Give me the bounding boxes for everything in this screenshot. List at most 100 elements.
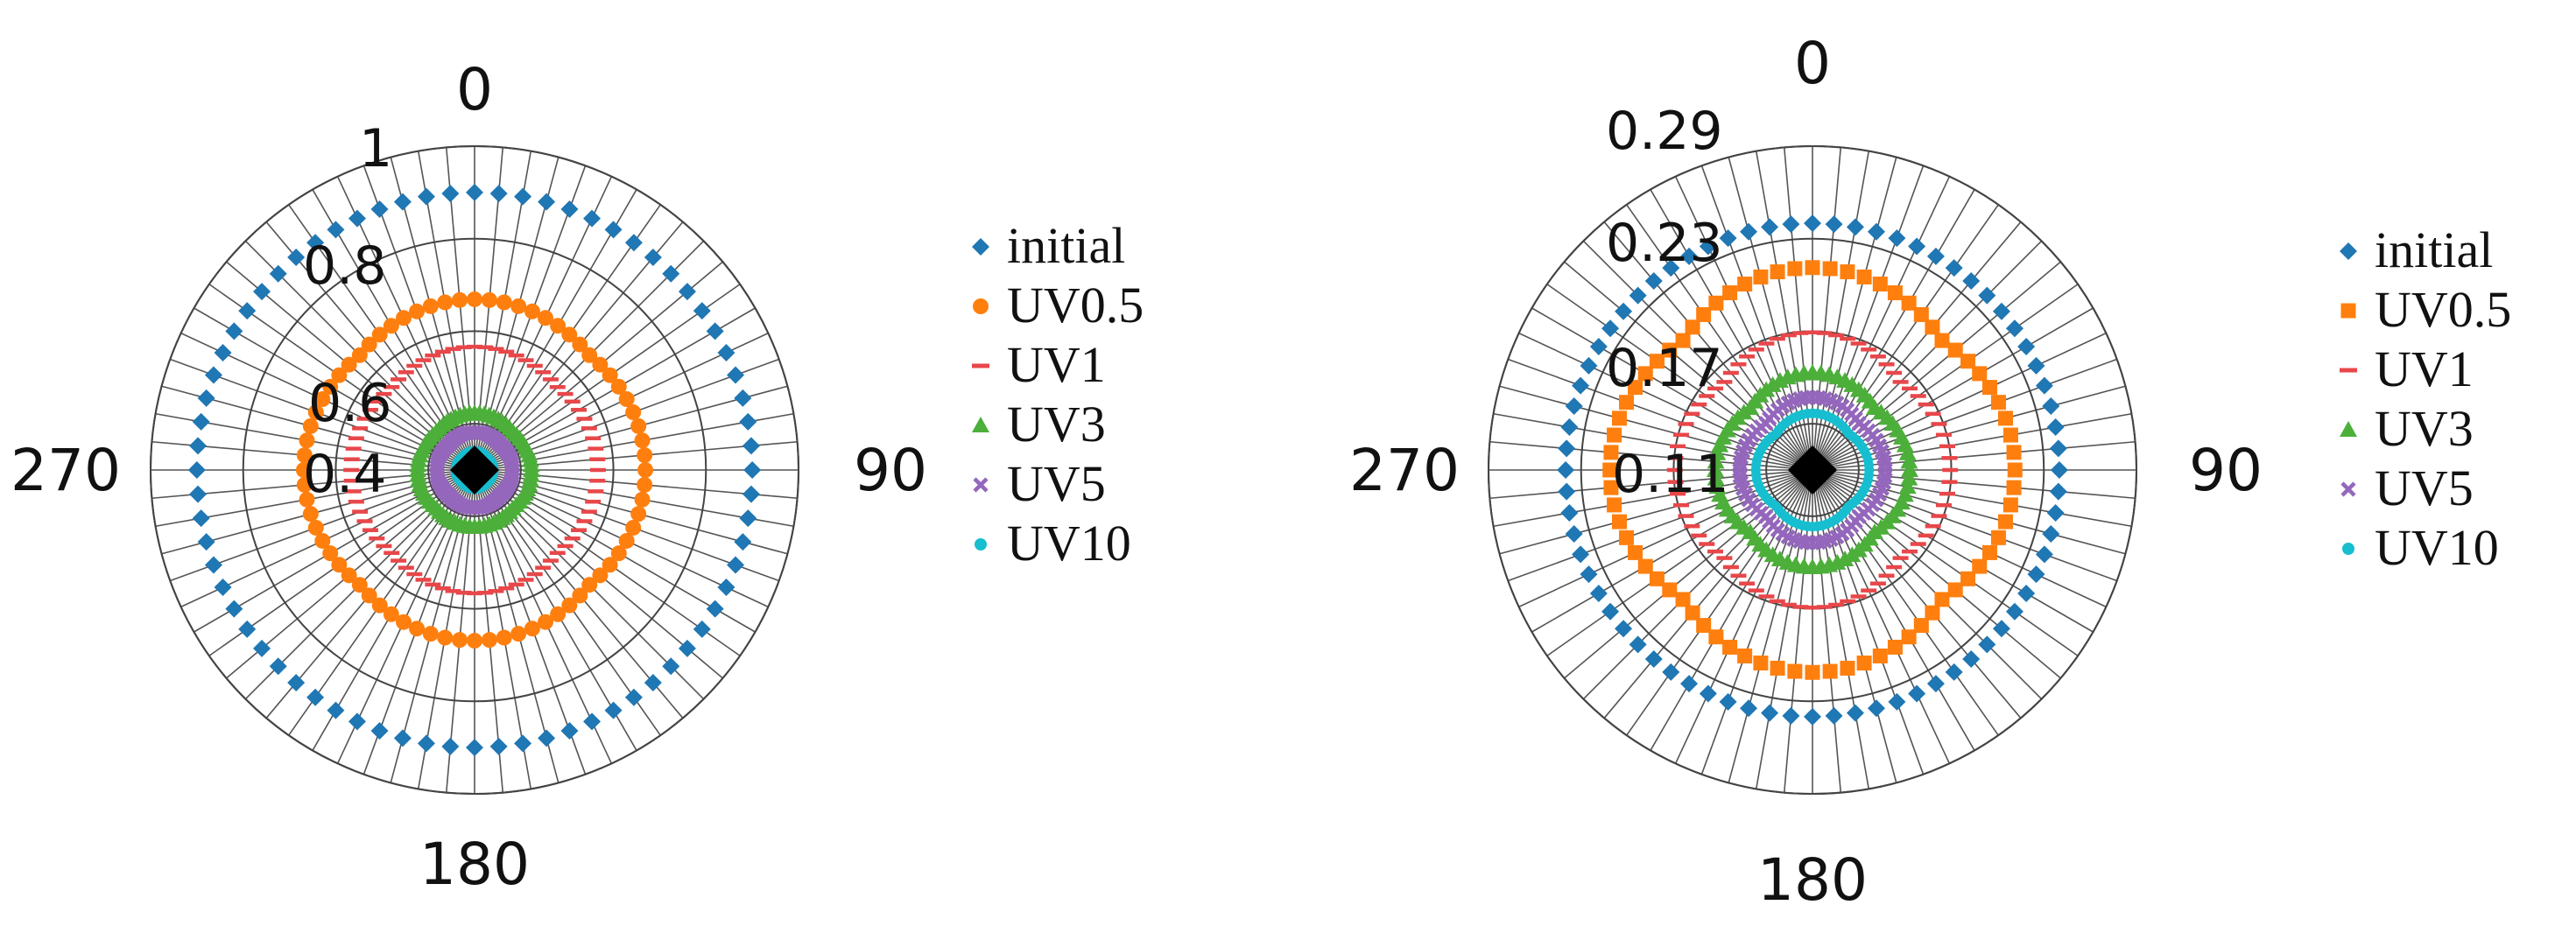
data-point bbox=[204, 366, 222, 384]
data-point bbox=[549, 385, 566, 389]
data-point bbox=[1758, 341, 1775, 346]
legend-entry-label: UV3 bbox=[2375, 400, 2474, 457]
data-point bbox=[1935, 502, 1952, 508]
data-point bbox=[1910, 394, 1926, 398]
data-point bbox=[1840, 264, 1855, 280]
data-point bbox=[739, 509, 757, 528]
radial-ring bbox=[334, 330, 615, 610]
data-point bbox=[341, 567, 357, 584]
data-point bbox=[1619, 395, 1635, 410]
data-point bbox=[1990, 395, 2006, 410]
data-point bbox=[1572, 376, 1590, 395]
data-point bbox=[1680, 675, 1699, 693]
data-point bbox=[345, 489, 362, 494]
data-point bbox=[398, 370, 414, 375]
data-point bbox=[1825, 215, 1843, 234]
data-point bbox=[1992, 620, 2010, 638]
data-point bbox=[1981, 380, 1997, 396]
data-point bbox=[467, 633, 482, 649]
data-point bbox=[1846, 704, 1864, 722]
data-point bbox=[1840, 660, 1855, 676]
data-point bbox=[1763, 375, 1782, 392]
data-point bbox=[1722, 285, 1738, 301]
data-point bbox=[1828, 602, 1845, 607]
data-point bbox=[583, 712, 602, 731]
spoke-line bbox=[1728, 469, 1813, 783]
data-point bbox=[489, 185, 508, 203]
data-point bbox=[1748, 347, 1764, 352]
data-point bbox=[510, 626, 527, 642]
data-point bbox=[1962, 649, 1981, 668]
data-point bbox=[352, 426, 369, 431]
data-point bbox=[560, 722, 579, 740]
data-point bbox=[542, 558, 559, 563]
data-point bbox=[604, 701, 623, 719]
data-point bbox=[1926, 675, 1945, 693]
data-point bbox=[1939, 444, 1955, 449]
series-uv1 bbox=[343, 344, 606, 596]
data-point bbox=[1931, 422, 1947, 426]
data-point bbox=[393, 193, 412, 211]
data-point bbox=[706, 322, 724, 340]
data-point bbox=[693, 302, 711, 320]
data-point bbox=[1662, 259, 1680, 277]
data-point bbox=[1887, 639, 1903, 655]
data-point bbox=[1708, 444, 1727, 460]
data-point bbox=[1960, 571, 1976, 586]
data-point bbox=[2005, 319, 2023, 338]
data-point bbox=[467, 591, 482, 596]
data-point bbox=[561, 326, 578, 343]
data-point bbox=[383, 606, 399, 622]
data-point bbox=[1901, 461, 1918, 477]
data-point bbox=[1699, 237, 1717, 256]
series-uv10 bbox=[1750, 408, 1875, 532]
data-point bbox=[1861, 588, 1877, 593]
data-point bbox=[1637, 558, 1653, 574]
data-point bbox=[307, 404, 324, 421]
data-point bbox=[1918, 533, 1934, 538]
data-point bbox=[1892, 380, 1909, 384]
angle-label-270: 270 bbox=[1349, 437, 1460, 504]
data-point bbox=[572, 587, 588, 604]
data-point bbox=[1685, 605, 1700, 621]
data-point bbox=[1601, 319, 1620, 338]
legend-entry-label: UV1 bbox=[2375, 340, 2474, 397]
data-point bbox=[524, 303, 540, 319]
data-point bbox=[637, 447, 653, 464]
data-point bbox=[604, 221, 623, 239]
data-point bbox=[583, 209, 602, 228]
data-point bbox=[415, 578, 432, 582]
data-point bbox=[2002, 497, 2018, 513]
data-point bbox=[1619, 530, 1635, 545]
legend-entry-label: UV5 bbox=[1007, 455, 1106, 512]
data-point bbox=[1978, 635, 1996, 654]
data-point bbox=[2050, 461, 2068, 479]
data-point bbox=[1901, 549, 1918, 554]
data-point bbox=[1804, 214, 1821, 233]
data-point bbox=[1947, 582, 1963, 598]
data-point bbox=[2042, 524, 2060, 543]
data-point bbox=[1861, 347, 1877, 352]
data-point bbox=[1939, 491, 1955, 496]
data-point bbox=[214, 579, 232, 597]
data-point bbox=[510, 298, 527, 314]
data-point bbox=[557, 544, 574, 549]
data-point bbox=[1898, 444, 1917, 460]
data-point bbox=[197, 389, 215, 407]
data-point bbox=[1992, 302, 2010, 320]
data-point bbox=[1925, 411, 1941, 417]
angle-label-0: 0 bbox=[456, 56, 493, 123]
data-point bbox=[437, 629, 454, 646]
series-initial bbox=[187, 183, 762, 757]
data-point bbox=[422, 298, 439, 314]
data-point bbox=[1888, 229, 1906, 248]
angle-label-270: 270 bbox=[11, 437, 121, 504]
data-point bbox=[1680, 247, 1699, 265]
center-marker bbox=[1788, 445, 1837, 495]
data-point bbox=[1722, 370, 1739, 375]
data-point bbox=[589, 467, 606, 473]
data-point bbox=[391, 558, 407, 563]
data-point bbox=[1931, 514, 1947, 518]
data-point bbox=[1637, 366, 1653, 382]
data-point bbox=[572, 336, 588, 353]
